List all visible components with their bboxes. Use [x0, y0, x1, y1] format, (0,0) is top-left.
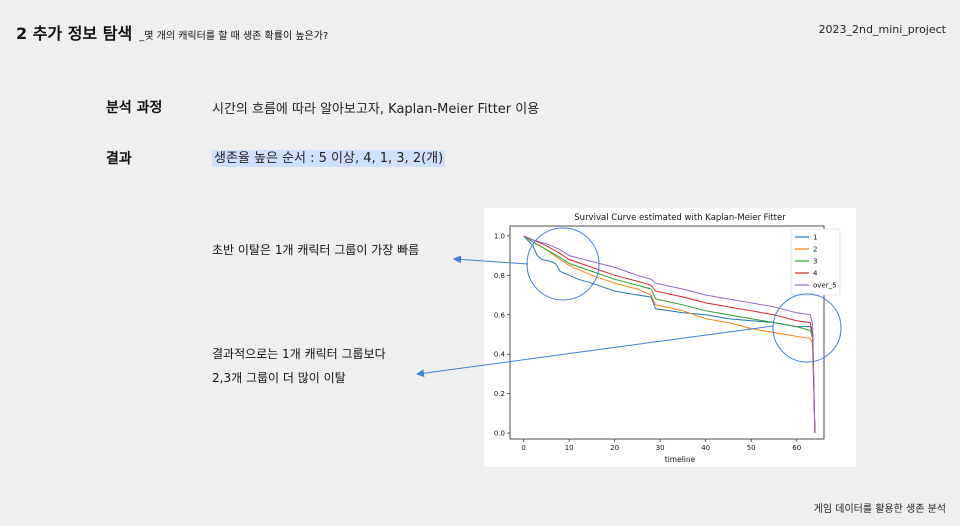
note-early-dropout: 초반 이탈은 1개 캐릭터 그룹이 가장 빠름 [212, 243, 420, 257]
x-tick-label: 30 [656, 444, 665, 452]
project-name: 2023_2nd_mini_project [818, 23, 946, 36]
y-tick-label: 0.8 [494, 272, 505, 280]
title-main: 2 추가 정보 탐색 [16, 24, 133, 43]
analysis-process-text: 시간의 흐름에 따라 알아보고자, Kaplan-Meier Fitter 이용 [212, 102, 540, 117]
x-tick-label: 40 [701, 444, 710, 452]
note-late-line1: 결과적으로는 1개 캐릭터 그룹보다 [212, 347, 386, 361]
title-subtitle: _몇 개의 캐릭터를 할 때 생존 확률이 높은가? [139, 31, 329, 42]
series-line-4 [523, 235, 816, 434]
page-title: 2 추가 정보 탐색 _몇 개의 캐릭터를 할 때 생존 확률이 높은가? [16, 20, 328, 44]
x-tick-label: 20 [610, 444, 619, 452]
note-late-dropout: 결과적으로는 1개 캐릭터 그룹보다 2,3개 그룹이 더 많이 이탈 [212, 342, 386, 390]
result-label: 결과 [106, 151, 132, 167]
y-tick-label: 0.0 [494, 430, 505, 438]
km-chart: Survival Curve estimated with Kaplan-Mei… [484, 208, 856, 467]
analysis-process-label: 분석 과정 [106, 100, 163, 116]
y-tick-label: 0.4 [494, 351, 506, 359]
legend-label-2: 2 [813, 246, 817, 254]
x-tick-label: 0 [521, 444, 525, 452]
x-tick-label: 10 [565, 444, 574, 452]
series-line-1 [523, 235, 816, 434]
km-chart-svg: Survival Curve estimated with Kaplan-Mei… [494, 213, 841, 464]
legend-label-over_5: over_5 [813, 282, 837, 290]
legend-label-3: 3 [813, 258, 817, 266]
series-line-2 [523, 235, 816, 434]
series-line-over_5 [523, 235, 816, 434]
chart-xlabel: timeline [665, 455, 696, 464]
x-tick-label: 60 [792, 444, 801, 452]
y-tick-label: 1.0 [494, 232, 505, 240]
series-line-3 [523, 235, 816, 434]
result-highlight: 생존율 높은 순서 : 5 이상, 4, 1, 3, 2(개) [212, 150, 446, 167]
note-late-line2: 2,3개 그룹이 더 많이 이탈 [212, 371, 346, 385]
y-tick-label: 0.6 [494, 311, 506, 319]
legend-label-4: 4 [813, 270, 818, 278]
result-text: 생존율 높은 순서 : 5 이상, 4, 1, 3, 2(개) [212, 147, 446, 167]
legend-label-1: 1 [813, 234, 817, 242]
footer-text: 게임 데이터를 활용한 생존 분석 [813, 504, 946, 515]
y-tick-label: 0.2 [494, 390, 505, 398]
x-tick-label: 50 [747, 444, 756, 452]
chart-title: Survival Curve estimated with Kaplan-Mei… [574, 213, 786, 223]
